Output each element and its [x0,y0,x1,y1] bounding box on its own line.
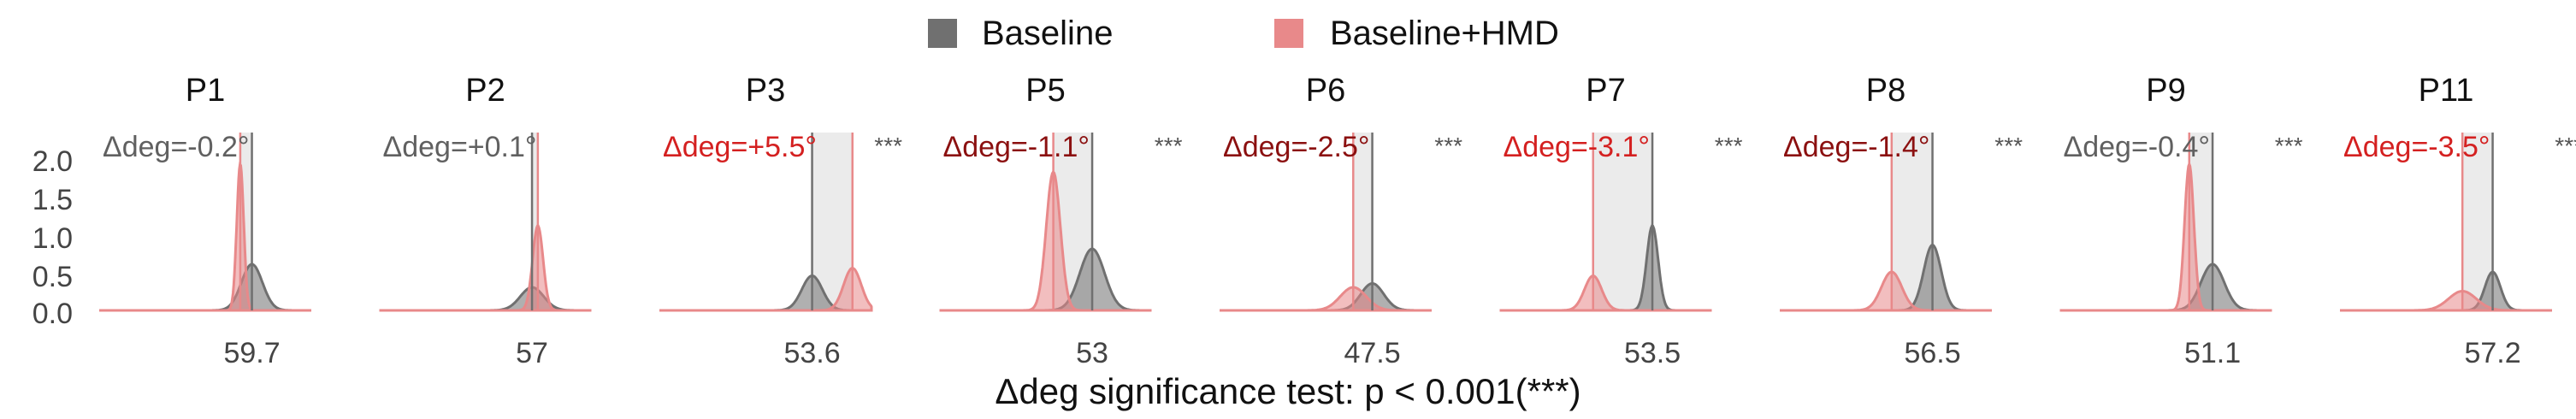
significance-marker: *** [1155,133,1183,159]
x-tick-label: 59.7 [223,337,280,369]
y-tick-label: 1.0 [32,222,73,255]
panel-p6: P6 Δdeg=-2.5° *** 47.5 [1220,73,1462,369]
y-tick-label: 0.5 [32,261,73,293]
panel-p5: P5 Δdeg=-1.1° *** 53 [939,73,1183,369]
panel-title: P9 [2146,73,2185,109]
x-tick-label: 57.2 [2464,337,2520,369]
delta-band [1353,133,1373,310]
x-tick-label: 53 [1076,337,1108,369]
delta-label: Δdeg=-0.2° [103,131,249,163]
delta-label: Δdeg=+5.5° [663,131,817,163]
panel-p7: P7 Δdeg=-3.1° *** 53.5 [1499,73,1743,369]
significance-marker: *** [1994,133,2023,159]
panel-p8: P8 Δdeg=-1.4° *** 56.5 [1780,73,2023,369]
significance-marker: *** [874,133,902,159]
panel-p3: P3 Δdeg=+5.5° *** 53.6 [659,73,902,369]
y-tick-label: 1.5 [32,184,73,216]
panel-title: P11 [2419,73,2474,109]
significance-caption: Δdeg significance test: p < 0.001(***) [995,371,1580,411]
legend-label-hmd: Baseline+HMD [1330,15,1559,52]
hmd-density [1301,286,1419,312]
panel-title: P1 [186,73,225,109]
y-tick-label: 2.0 [32,145,73,178]
x-tick-label: 53.6 [783,337,840,369]
x-tick-label: 47.5 [1344,337,1400,369]
delta-label: Δdeg=-1.1° [943,131,1090,163]
panel-p1: P1 Δdeg=-0.2° 59.7 [99,73,311,369]
panel-p9: P9 Δdeg=-0.4° *** 51.1 [2059,73,2303,369]
legend: Baseline Baseline+HMD [928,15,1559,52]
x-tick-label: 53.5 [1624,337,1681,369]
significance-marker: *** [1715,133,1743,159]
delta-label: Δdeg=-0.4° [2064,131,2210,163]
panel-title: P7 [1586,73,1625,109]
legend-swatch-baseline [928,19,957,48]
delta-label: Δdeg=-3.5° [2343,131,2490,163]
panel-p2: P2 Δdeg=+0.1° 57 [379,73,592,369]
y-tick-label: 0.0 [32,298,73,330]
legend-label-baseline: Baseline [982,15,1113,52]
delta-label: Δdeg=+0.1° [383,131,537,163]
panel-p11: P11 Δdeg=-3.5° *** 57.2 [2340,73,2576,369]
significance-marker: *** [2555,133,2576,159]
panel-title: P6 [1306,73,1345,109]
panel-title: P5 [1025,73,1065,109]
delta-label: Δdeg=-2.5° [1223,131,1369,163]
y-axis: 2.0 1.5 1.0 0.5 0.0 [32,145,73,330]
delta-label: Δdeg=-1.4° [1783,131,1929,163]
panel-title: P2 [465,73,505,109]
delta-label: Δdeg=-3.1° [1504,131,1650,163]
delta-band [1592,133,1653,310]
x-tick-label: 56.5 [1904,337,1960,369]
x-tick-label: 57 [516,337,548,369]
significance-marker: *** [1434,133,1462,159]
delta-band [532,133,538,310]
x-tick-label: 51.1 [2184,337,2241,369]
legend-swatch-hmd [1274,19,1303,48]
panel-title: P3 [746,73,785,109]
significance-marker: *** [2275,133,2303,159]
panel-title: P8 [1866,73,1905,109]
panels: P1 Δdeg=-0.2° 59.7 P2 Δdeg=+0.1° 57 P3 Δdeg=+5.… [99,73,2576,369]
